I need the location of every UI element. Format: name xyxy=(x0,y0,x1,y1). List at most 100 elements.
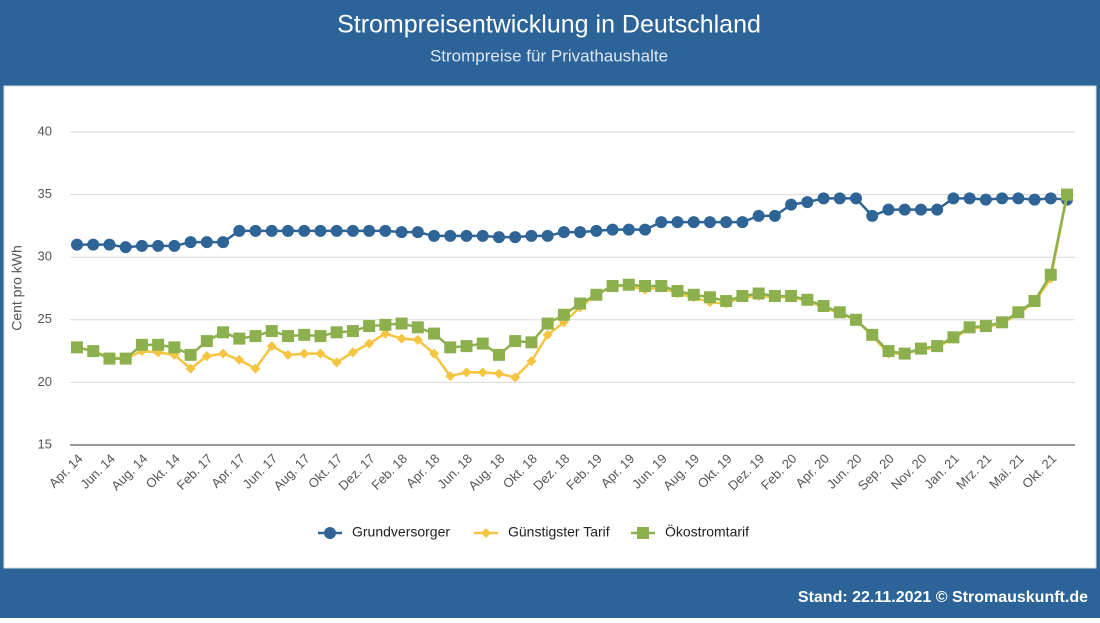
chart-subtitle: Strompreise für Privathaushalte xyxy=(430,46,668,65)
point xyxy=(379,224,392,237)
point xyxy=(866,209,879,222)
point xyxy=(785,198,798,211)
point xyxy=(314,224,327,237)
point xyxy=(931,203,944,216)
point xyxy=(914,342,927,355)
point xyxy=(606,279,619,292)
point xyxy=(801,293,814,306)
point xyxy=(833,306,846,319)
point xyxy=(217,236,230,249)
point xyxy=(103,238,116,251)
point xyxy=(639,223,652,236)
point xyxy=(396,333,407,344)
point xyxy=(541,229,554,242)
point xyxy=(606,223,619,236)
point xyxy=(1012,306,1025,319)
point xyxy=(850,313,863,326)
point xyxy=(752,287,765,300)
point xyxy=(914,203,927,216)
point xyxy=(87,238,100,251)
point xyxy=(476,229,489,242)
point xyxy=(703,291,716,304)
point xyxy=(444,341,457,354)
point xyxy=(250,363,261,374)
point xyxy=(525,336,538,349)
point xyxy=(135,338,148,351)
point xyxy=(380,328,391,339)
point xyxy=(525,229,538,242)
point xyxy=(282,349,293,360)
point xyxy=(363,320,376,333)
point xyxy=(720,216,733,229)
point xyxy=(590,288,603,301)
point xyxy=(119,352,132,365)
point xyxy=(428,327,441,340)
point xyxy=(963,321,976,334)
point xyxy=(201,351,212,362)
point xyxy=(444,229,457,242)
point xyxy=(347,347,358,358)
point xyxy=(1044,268,1057,281)
point xyxy=(461,367,472,378)
point xyxy=(509,231,522,244)
point xyxy=(996,316,1009,329)
point xyxy=(541,317,554,330)
point xyxy=(947,331,960,344)
point xyxy=(703,216,716,229)
point xyxy=(817,300,830,313)
point xyxy=(314,330,327,343)
point xyxy=(671,216,684,229)
point xyxy=(492,348,505,361)
point xyxy=(346,325,359,338)
point xyxy=(510,372,521,383)
point xyxy=(637,527,649,539)
point xyxy=(249,330,262,343)
point xyxy=(866,328,879,341)
point xyxy=(460,229,473,242)
point xyxy=(330,224,343,237)
point xyxy=(233,332,246,345)
point xyxy=(429,348,440,359)
point xyxy=(931,340,944,353)
point xyxy=(801,196,814,209)
point xyxy=(460,340,473,353)
point xyxy=(509,335,522,348)
point xyxy=(574,297,587,310)
point xyxy=(411,321,424,334)
point xyxy=(364,338,375,349)
point xyxy=(947,192,960,205)
point xyxy=(736,216,749,229)
point xyxy=(979,193,992,206)
point xyxy=(200,335,213,348)
point xyxy=(736,290,749,303)
point xyxy=(671,285,684,298)
point xyxy=(477,367,488,378)
point xyxy=(752,209,765,222)
legend-label: Grundversorger xyxy=(352,524,450,540)
point xyxy=(768,290,781,303)
point xyxy=(168,239,181,252)
point xyxy=(655,216,668,229)
point xyxy=(590,224,603,237)
y-axis-label: Cent pro kWh xyxy=(9,245,25,331)
point xyxy=(331,357,342,368)
point xyxy=(299,348,310,359)
point xyxy=(249,224,262,237)
point xyxy=(324,527,336,539)
point xyxy=(184,236,197,249)
point xyxy=(493,368,504,379)
point xyxy=(330,326,343,339)
point xyxy=(135,239,148,252)
point xyxy=(152,338,165,351)
point xyxy=(200,236,213,249)
footer: Stand: 22.11.2021 © Stromauskunft.de xyxy=(798,589,1088,606)
point xyxy=(379,318,392,331)
point xyxy=(217,326,230,339)
point xyxy=(428,229,441,242)
point xyxy=(298,224,311,237)
point xyxy=(492,231,505,244)
point xyxy=(850,192,863,205)
point xyxy=(265,325,278,338)
point xyxy=(411,226,424,239)
y-tick-label: 30 xyxy=(38,249,52,264)
